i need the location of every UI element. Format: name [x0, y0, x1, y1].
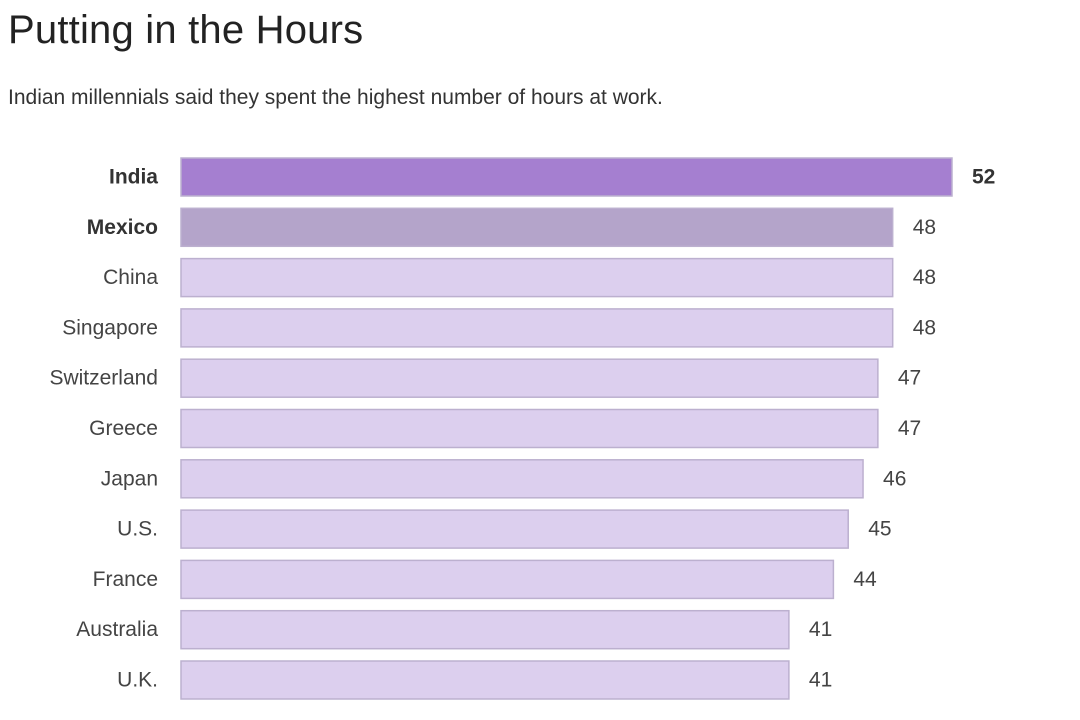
- value-label-australia: 41: [809, 618, 832, 641]
- bar-japan: [180, 459, 864, 499]
- category-label-greece: Greece: [89, 417, 158, 440]
- value-label-u-k: 41: [809, 669, 832, 692]
- bar-u-s: [180, 509, 849, 549]
- category-label-mexico: Mexico: [87, 216, 158, 239]
- chart-subtitle: Indian millennials said they spent the h…: [8, 86, 663, 109]
- value-label-japan: 46: [883, 467, 906, 490]
- chart-title: Putting in the Hours: [8, 8, 364, 52]
- value-label-china: 48: [913, 266, 936, 289]
- value-label-mexico: 48: [913, 216, 936, 239]
- bar-mexico: [180, 207, 894, 248]
- bar-france: [180, 559, 835, 600]
- bar-u-k: [180, 660, 790, 700]
- value-label-greece: 47: [898, 417, 921, 440]
- bar-china: [180, 257, 894, 298]
- category-label-japan: Japan: [101, 467, 158, 490]
- category-label-singapore: Singapore: [62, 316, 158, 339]
- bar-australia: [180, 609, 790, 650]
- bar-india: [180, 157, 953, 197]
- bar-greece: [180, 408, 879, 449]
- category-label-france: France: [93, 568, 158, 591]
- value-label-france: 44: [853, 568, 877, 591]
- category-label-china: China: [103, 266, 158, 289]
- bar-switzerland: [180, 358, 879, 398]
- category-label-india: India: [109, 166, 158, 189]
- value-label-singapore: 48: [913, 316, 936, 339]
- category-label-switzerland: Switzerland: [49, 367, 158, 390]
- category-label-australia: Australia: [76, 618, 158, 641]
- category-label-u-s: U.S.: [117, 518, 158, 541]
- bar-singapore: [180, 308, 894, 348]
- value-label-switzerland: 47: [898, 367, 921, 390]
- value-label-india: 52: [972, 166, 995, 189]
- value-label-u-s: 45: [868, 518, 891, 541]
- category-label-u-k: U.K.: [117, 669, 158, 692]
